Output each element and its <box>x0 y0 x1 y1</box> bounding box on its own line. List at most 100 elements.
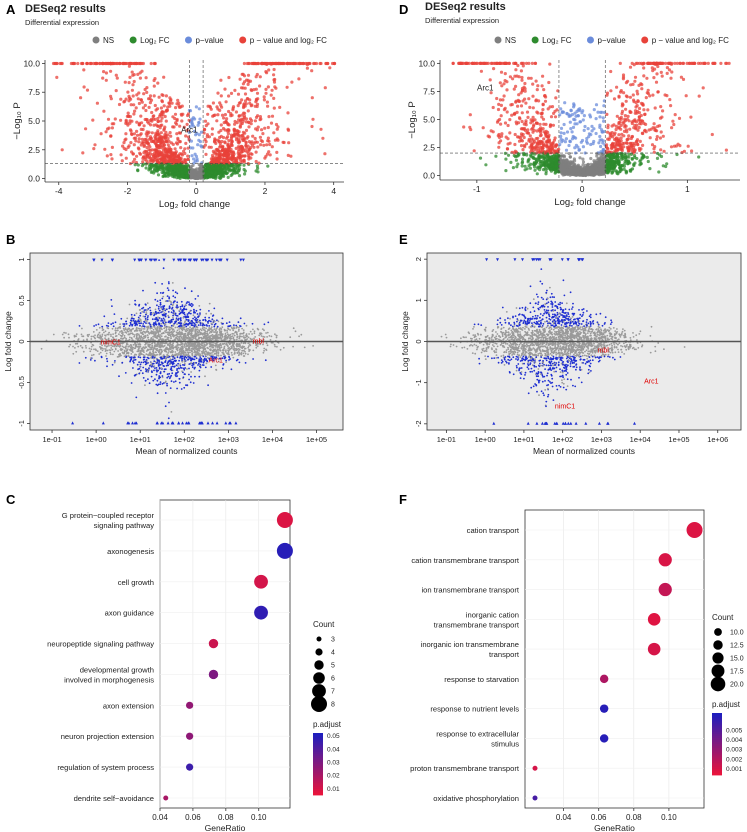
ma-point <box>133 335 136 338</box>
volcano-point <box>171 165 175 169</box>
volcano-point <box>582 128 586 132</box>
volcano-point <box>560 140 564 144</box>
volcano-point <box>622 91 626 95</box>
volcano-point <box>151 160 155 164</box>
volcano-point <box>265 152 270 156</box>
volcano-point <box>273 77 277 82</box>
volcano-point <box>110 126 114 130</box>
ma-point <box>226 329 229 332</box>
volcano-point <box>659 148 663 152</box>
volcano-point <box>558 113 562 117</box>
volcano-point <box>95 101 99 105</box>
volcano-point <box>152 78 156 83</box>
volcano-point <box>160 99 164 103</box>
volcano-point <box>556 170 561 174</box>
volcano-point <box>468 113 472 117</box>
volcano-point <box>541 144 546 148</box>
volcano-point <box>559 126 564 130</box>
volcano-point <box>645 76 649 80</box>
volcano-point <box>139 132 143 136</box>
volcano-point <box>541 74 545 78</box>
volcano-point <box>194 154 198 158</box>
x-tick-label: 2 <box>263 186 268 196</box>
volcano-point <box>145 134 149 138</box>
volcano-point <box>129 103 133 107</box>
volcano-point <box>128 75 132 79</box>
volcano-point <box>237 114 241 118</box>
volcano-point <box>241 138 245 142</box>
volcano-point <box>494 154 498 158</box>
volcano-point <box>531 94 535 98</box>
x-tick-label: 0 <box>580 184 585 194</box>
volcano-point <box>141 160 145 164</box>
x-tick-label: -4 <box>55 186 63 196</box>
volcano-point <box>533 146 538 150</box>
volcano-point <box>623 162 627 166</box>
volcano-point <box>568 140 572 144</box>
volcano-point <box>634 127 638 131</box>
volcano-point <box>271 61 275 66</box>
volcano-point <box>529 148 534 152</box>
volcano-point <box>169 141 173 145</box>
volcano-point <box>481 126 485 130</box>
volcano-point <box>228 157 232 161</box>
volcano-point <box>575 169 580 173</box>
volcano-point <box>711 61 715 65</box>
volcano-point <box>563 173 567 177</box>
volcano-point <box>724 148 729 152</box>
legend-label: p − value and log₂ FC <box>652 36 729 45</box>
volcano-point <box>684 94 688 98</box>
volcano-point <box>247 157 251 161</box>
volcano-point <box>612 97 617 101</box>
volcano-point <box>250 119 254 123</box>
volcano-point <box>160 93 164 97</box>
legend-marker <box>531 36 539 44</box>
volcano-point <box>137 101 141 106</box>
volcano-point <box>520 78 524 82</box>
volcano-point <box>154 162 158 166</box>
volcano-point <box>255 140 259 144</box>
volcano-point <box>194 105 198 109</box>
volcano-point <box>180 119 184 123</box>
legend-marker <box>184 36 192 44</box>
volcano-point <box>598 134 602 139</box>
volcano-point <box>534 157 538 161</box>
volcano-point <box>581 160 586 164</box>
volcano-point <box>149 136 153 141</box>
volcano-point <box>656 151 660 156</box>
volcano-point <box>114 89 118 93</box>
volcano-point <box>217 158 221 162</box>
volcano-point <box>599 144 603 149</box>
volcano-point <box>646 108 650 112</box>
volcano-point <box>590 124 594 128</box>
volcano-point <box>706 61 710 65</box>
volcano-point <box>225 160 229 164</box>
volcano-point <box>618 61 622 65</box>
legend-label: NS <box>505 36 516 45</box>
y-tick-label: 0.0 <box>423 171 435 181</box>
volcano-point <box>127 114 131 118</box>
volcano-point <box>176 98 180 102</box>
volcano-point <box>516 154 520 158</box>
volcano-point <box>133 109 137 113</box>
volcano-point <box>622 141 626 145</box>
volcano-point <box>531 82 535 86</box>
volcano-point <box>250 88 254 93</box>
volcano-point <box>104 71 108 75</box>
volcano-point <box>259 143 263 147</box>
volcano-point <box>509 160 513 164</box>
volcano-point <box>274 122 279 127</box>
volcano-point <box>166 148 170 152</box>
volcano-point <box>541 108 545 112</box>
volcano-point <box>158 153 162 157</box>
volcano-point <box>473 61 477 65</box>
legend-marker <box>494 36 502 44</box>
panel-label-a: A <box>6 2 16 17</box>
volcano-point <box>191 116 195 120</box>
volcano-point <box>520 89 525 93</box>
volcano-point <box>297 61 302 66</box>
volcano-point <box>513 111 517 115</box>
volcano-point <box>275 127 279 131</box>
volcano-point <box>696 61 701 65</box>
volcano-point <box>573 146 577 150</box>
